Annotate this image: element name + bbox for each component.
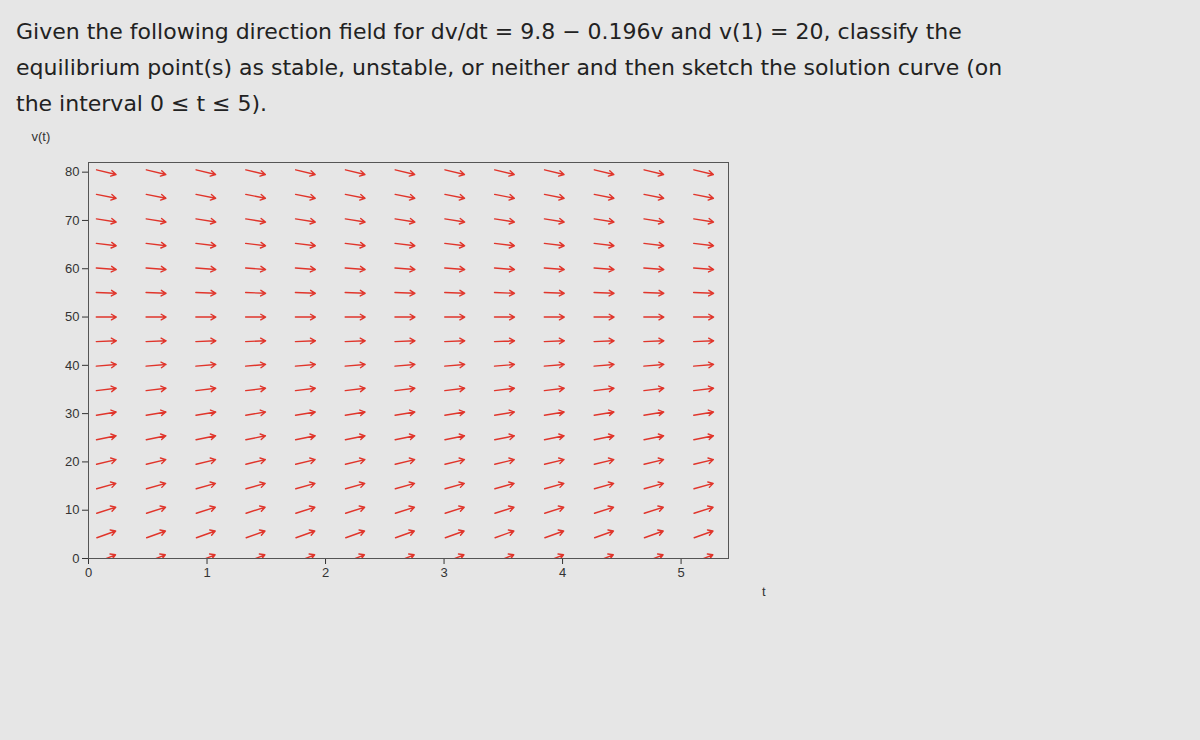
svg-text:3: 3 — [440, 565, 447, 580]
svg-text:40: 40 — [65, 357, 79, 372]
html-text:Given the following direction: Given the following direction field for … — [16, 19, 1003, 116]
svg-text:70: 70 — [65, 213, 79, 228]
svg-text:0: 0 — [85, 565, 92, 580]
svg-text:30: 30 — [65, 406, 79, 421]
svg-text:20: 20 — [65, 454, 79, 469]
svg-text:60: 60 — [65, 261, 79, 276]
svg-text:0: 0 — [72, 551, 79, 566]
svg-text:10: 10 — [65, 502, 79, 517]
svg-text:5: 5 — [677, 565, 684, 580]
svg-text:1: 1 — [203, 565, 210, 580]
svg-text:v(t): v(t) — [32, 129, 51, 144]
svg-text:t: t — [762, 584, 766, 599]
svg-text:2: 2 — [322, 565, 329, 580]
svg-text:80: 80 — [65, 164, 79, 179]
svg-text:4: 4 — [559, 565, 566, 580]
svg-text:50: 50 — [65, 309, 79, 324]
